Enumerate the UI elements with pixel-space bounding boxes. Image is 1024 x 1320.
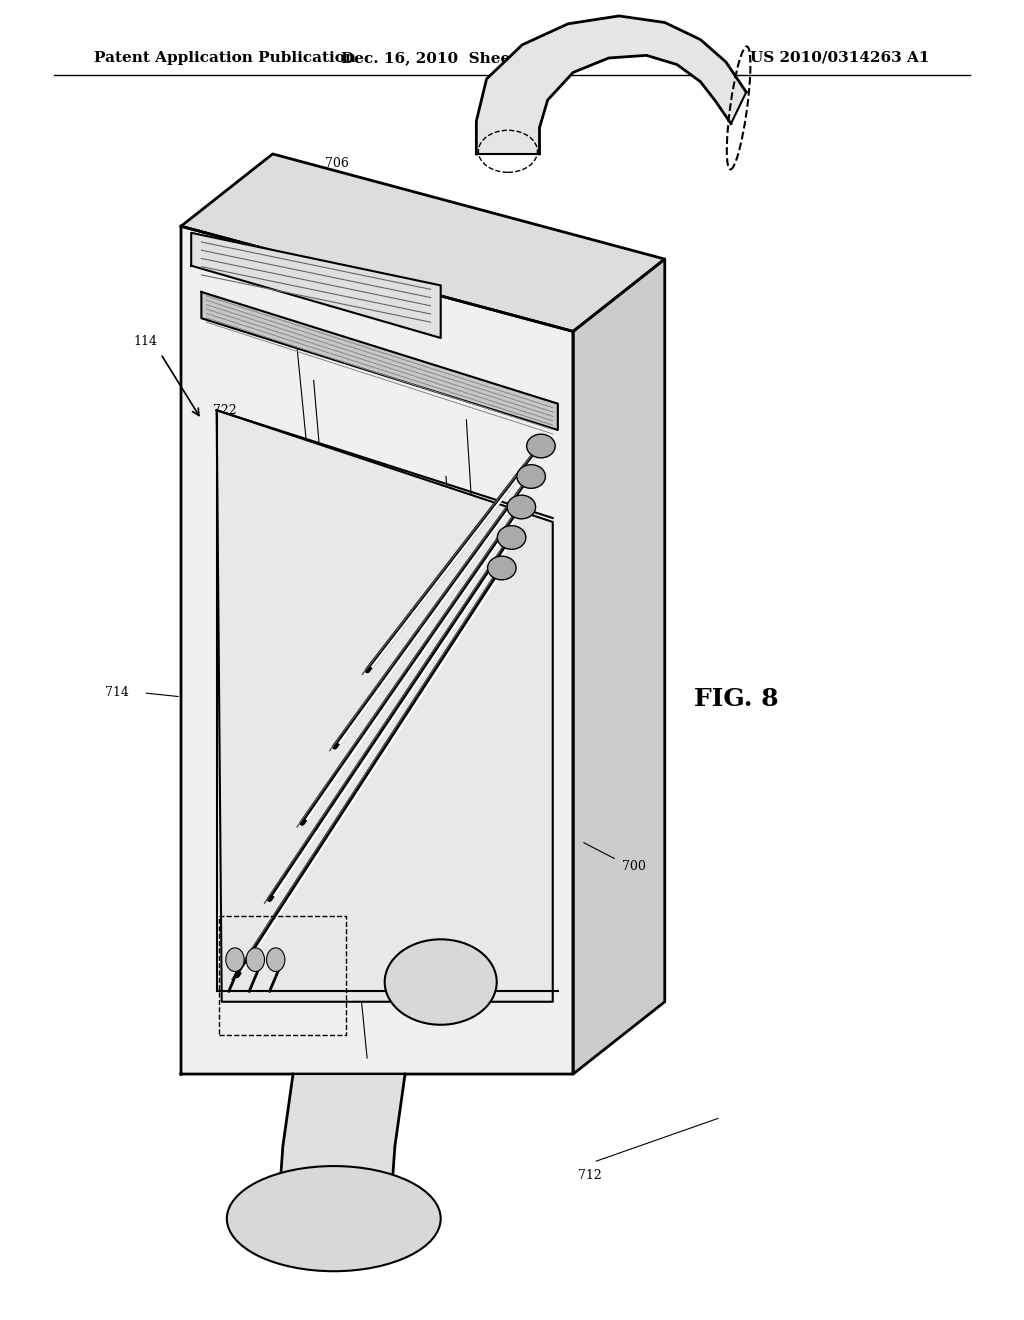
Polygon shape — [476, 16, 746, 154]
Text: Patent Application Publication: Patent Application Publication — [94, 51, 356, 65]
Ellipse shape — [498, 525, 526, 549]
Text: Dec. 16, 2010  Sheet 8 of 10: Dec. 16, 2010 Sheet 8 of 10 — [341, 51, 582, 65]
Text: 714: 714 — [104, 686, 129, 700]
Text: 702: 702 — [400, 512, 424, 524]
Polygon shape — [202, 292, 558, 430]
Circle shape — [246, 948, 264, 972]
Text: 704: 704 — [423, 577, 447, 590]
Polygon shape — [573, 259, 665, 1074]
Bar — [219, 916, 346, 1035]
Text: FIG. 8: FIG. 8 — [693, 688, 778, 711]
Text: 720: 720 — [359, 730, 383, 743]
Polygon shape — [181, 154, 665, 331]
Polygon shape — [181, 226, 573, 1074]
Text: 700: 700 — [622, 859, 646, 873]
Ellipse shape — [517, 465, 546, 488]
Polygon shape — [191, 232, 440, 338]
Text: 720: 720 — [495, 656, 519, 669]
Text: 706: 706 — [325, 157, 349, 170]
Text: 718: 718 — [352, 982, 376, 995]
Ellipse shape — [507, 495, 536, 519]
Polygon shape — [278, 1074, 406, 1218]
Circle shape — [226, 948, 244, 972]
Text: US 2010/0314263 A1: US 2010/0314263 A1 — [750, 51, 930, 65]
Text: 710: 710 — [469, 818, 494, 830]
Text: 716: 716 — [366, 1074, 389, 1088]
Text: 114: 114 — [133, 335, 158, 348]
Text: 708: 708 — [500, 953, 523, 966]
Ellipse shape — [526, 434, 555, 458]
Text: 726: 726 — [507, 768, 531, 781]
Ellipse shape — [385, 940, 497, 1024]
Ellipse shape — [487, 556, 516, 579]
Circle shape — [266, 948, 285, 972]
Polygon shape — [217, 411, 553, 1002]
Text: 724: 724 — [264, 470, 288, 483]
Ellipse shape — [227, 1166, 440, 1271]
Text: 722: 722 — [213, 404, 237, 417]
Text: 726: 726 — [376, 808, 399, 820]
Text: 712: 712 — [579, 1168, 602, 1181]
